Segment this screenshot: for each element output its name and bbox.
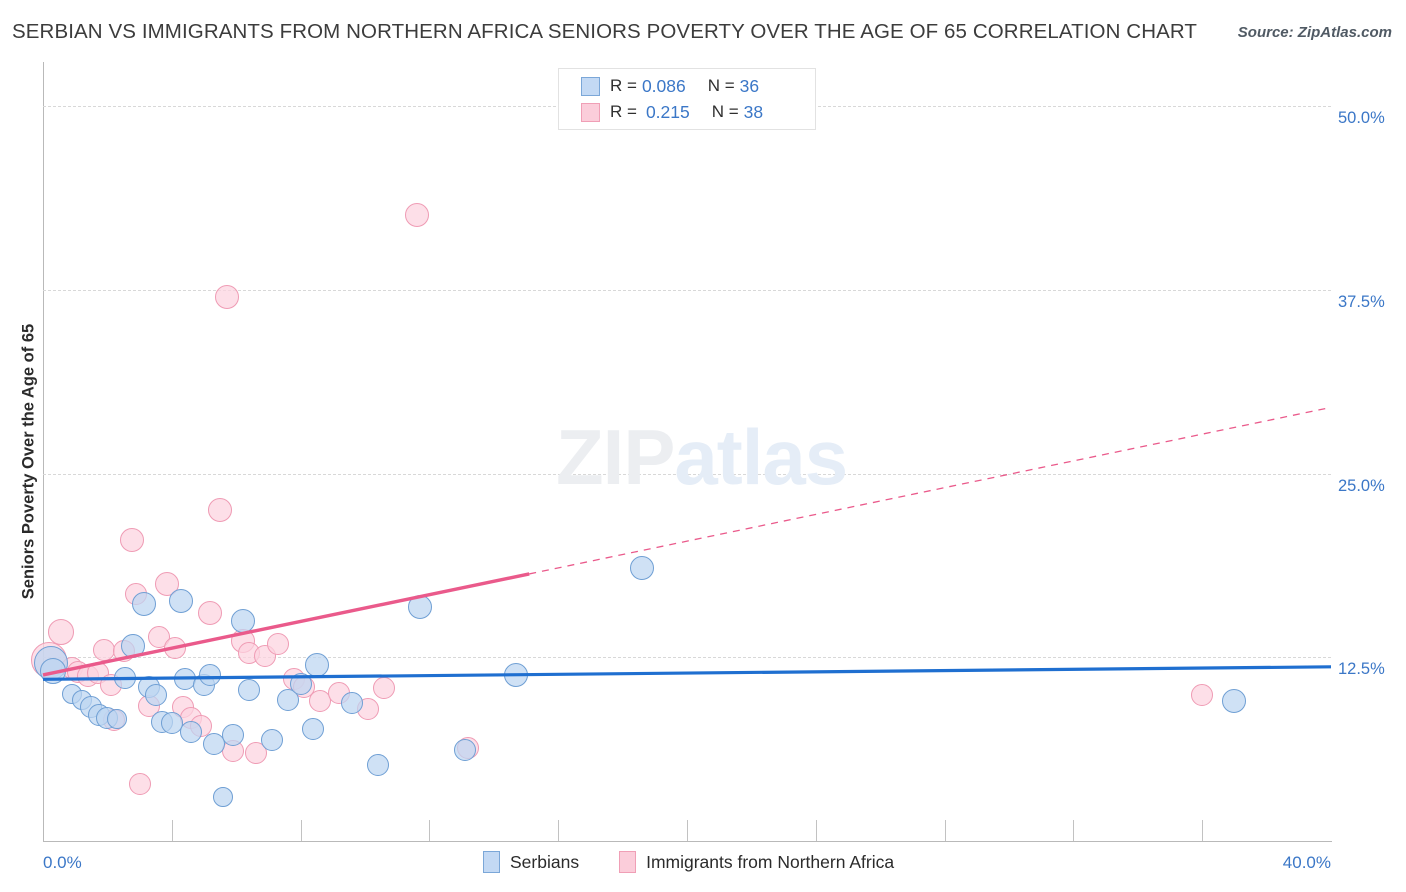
series-label-immigrants: Immigrants from Northern Africa — [646, 851, 895, 872]
scatter-point-serbians — [144, 684, 167, 707]
scatter-point-immigrants — [128, 772, 151, 795]
correlation-stats-legend: R = 0.086 N = 36 R = 0.215 N = 38 — [558, 68, 816, 130]
legend-row-immigrants: R = 0.215 N = 38 — [581, 99, 763, 125]
x-tick-mark — [1073, 820, 1075, 841]
y-tick-label: 25.0% — [1338, 476, 1385, 495]
series-legend: Serbians Immigrants from Northern Africa — [483, 851, 934, 873]
scatter-point-immigrants — [119, 527, 144, 552]
watermark-zip: ZIP — [556, 413, 675, 501]
x-axis-line — [43, 841, 1332, 842]
scatter-point-serbians — [221, 724, 244, 747]
scatter-point-serbians — [260, 728, 283, 751]
scatter-point-immigrants — [208, 498, 233, 523]
series-legend-item-serbians[interactable]: Serbians — [483, 851, 619, 873]
scatter-point-serbians — [407, 595, 432, 620]
scatter-point-serbians — [107, 709, 128, 729]
scatter-point-serbians — [121, 633, 146, 658]
y-axis-title: Seniors Poverty Over the Age of 65 — [19, 323, 38, 600]
scatter-point-immigrants — [47, 619, 74, 646]
y-axis-line — [43, 62, 44, 842]
scatter-point-immigrants — [1191, 684, 1214, 707]
watermark-atlas: atlas — [674, 413, 848, 501]
y-tick-label: 50.0% — [1338, 109, 1385, 128]
scatter-point-serbians — [202, 732, 225, 755]
x-tick-label: 0.0% — [43, 853, 82, 872]
scatter-point-serbians — [132, 592, 157, 617]
scatter-point-serbians — [302, 718, 325, 741]
legend-n-value-serbians: 36 — [739, 75, 760, 96]
scatter-point-serbians — [180, 721, 203, 744]
gridline-y — [43, 289, 1331, 291]
scatter-point-serbians — [276, 688, 299, 711]
legend-r-value-serbians: 0.086 — [641, 75, 686, 96]
scatter-point-serbians — [341, 691, 364, 714]
legend-n-value-immigrants: 38 — [743, 101, 764, 122]
scatter-point-immigrants — [198, 601, 223, 626]
scatter-point-serbians — [304, 652, 329, 677]
legend-r-value-immigrants: 0.215 — [645, 101, 690, 122]
scatter-point-immigrants — [404, 202, 429, 227]
scatter-point-serbians — [1222, 689, 1247, 714]
series-swatch-immigrants — [619, 851, 637, 873]
legend-r-label-serbians: R = — [610, 76, 637, 95]
series-legend-item-immigrants[interactable]: Immigrants from Northern Africa — [619, 851, 934, 873]
scatter-point-serbians — [238, 678, 261, 701]
x-tick-label: 40.0% — [1282, 853, 1331, 872]
source-attribution: Source: ZipAtlas.com — [1237, 24, 1392, 41]
scatter-point-serbians — [629, 555, 654, 580]
scatter-point-immigrants — [267, 633, 290, 656]
scatter-point-serbians — [230, 608, 255, 633]
scatter-point-serbians — [289, 672, 312, 695]
scatter-point-serbians — [453, 738, 476, 761]
scatter-point-immigrants — [93, 638, 116, 661]
series-label-serbians: Serbians — [510, 851, 580, 872]
scatter-point-serbians — [366, 753, 389, 776]
scatter-point-serbians — [114, 666, 137, 689]
gridline-y — [43, 657, 1331, 659]
x-tick-mark — [815, 820, 817, 841]
x-tick-mark — [300, 820, 302, 841]
legend-swatch-immigrants — [581, 102, 600, 122]
y-tick-label: 37.5% — [1338, 292, 1385, 311]
scatter-point-serbians — [169, 589, 194, 614]
x-tick-mark — [558, 820, 560, 841]
x-tick-mark — [1202, 820, 1204, 841]
scatter-point-serbians — [213, 786, 234, 807]
page-title: SERBIAN VS IMMIGRANTS FROM NORTHERN AFRI… — [12, 20, 1198, 43]
x-tick-mark — [429, 820, 431, 841]
scatter-point-serbians — [504, 662, 529, 687]
zipatlas-watermark: ZIPatlas — [556, 412, 848, 503]
scatter-point-serbians — [39, 657, 66, 684]
scatter-point-immigrants — [308, 690, 331, 713]
x-tick-mark — [687, 820, 688, 841]
x-tick-mark — [171, 820, 173, 841]
legend-r-label-immigrants: R = — [610, 102, 637, 121]
legend-n-label-immigrants: N = — [711, 102, 739, 121]
legend-swatch-serbians — [581, 76, 600, 96]
x-tick-mark — [944, 820, 946, 841]
scatter-point-immigrants — [373, 677, 396, 700]
scatter-point-serbians — [199, 663, 222, 686]
y-tick-label: 12.5% — [1338, 660, 1385, 679]
scatter-point-immigrants — [244, 741, 267, 764]
legend-n-label-serbians: N = — [707, 76, 735, 95]
scatter-point-immigrants — [164, 637, 187, 660]
series-swatch-serbians — [483, 851, 500, 873]
legend-row-serbians: R = 0.086 N = 36 — [581, 73, 759, 99]
scatter-point-immigrants — [214, 285, 239, 310]
